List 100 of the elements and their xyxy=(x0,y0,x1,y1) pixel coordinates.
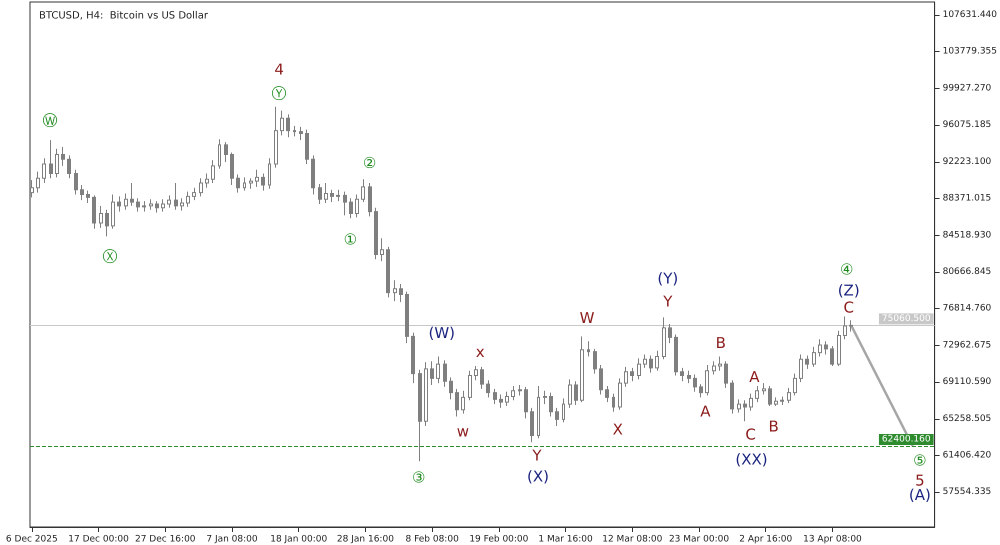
candlestick xyxy=(336,189,340,202)
candlestick xyxy=(130,182,134,206)
annotation: 4 xyxy=(274,60,284,79)
annotation: Ⓧ xyxy=(102,248,118,266)
candlestick xyxy=(349,198,353,219)
annotation: A xyxy=(700,402,712,421)
candlestick xyxy=(105,209,109,237)
candlestick xyxy=(787,387,791,404)
candlestick xyxy=(186,191,190,208)
candlestick xyxy=(699,384,703,398)
candlestick xyxy=(436,356,440,384)
candlestick xyxy=(155,200,159,214)
annotation: C xyxy=(843,298,854,316)
candlestick xyxy=(774,396,778,406)
candlestick xyxy=(174,182,178,210)
candlestick xyxy=(318,183,322,204)
candlestick xyxy=(343,191,347,216)
candlestick xyxy=(149,198,153,210)
candlestick xyxy=(67,154,71,179)
candlestick xyxy=(124,193,128,210)
annotation: (X) xyxy=(526,467,549,486)
candlestick xyxy=(830,345,834,366)
candlestick xyxy=(49,140,53,179)
x-tick-label: 19 Feb 00:00 xyxy=(469,534,529,544)
candlestick xyxy=(824,340,828,356)
candlestick xyxy=(499,394,503,408)
candlestick xyxy=(637,358,641,380)
candlestick xyxy=(324,182,328,204)
candlestick xyxy=(99,205,103,228)
x-tick-label: 17 Dec 00:00 xyxy=(68,534,130,544)
candlestick xyxy=(468,370,472,401)
candlestick xyxy=(687,370,691,384)
x-tick-label: 8 Feb 08:00 xyxy=(405,534,460,544)
candlestick xyxy=(793,373,797,396)
y-tick-label: 57554.335 xyxy=(942,487,992,498)
y-tick-label: 61406.420 xyxy=(942,450,992,460)
candlestick xyxy=(599,364,603,396)
candlestick xyxy=(530,407,534,443)
y-tick-label: 103779.355 xyxy=(942,46,998,57)
x-tick-label: 28 Jan 16:00 xyxy=(336,534,394,544)
candlestick xyxy=(555,407,559,426)
annotation: B xyxy=(716,334,726,352)
candlestick xyxy=(411,332,415,384)
y-tick-label: 88371.015 xyxy=(942,194,992,204)
candlestick xyxy=(612,393,615,412)
candlestick xyxy=(712,360,716,376)
candlestick xyxy=(524,386,528,419)
candlestick xyxy=(730,380,734,414)
candlestick xyxy=(643,354,647,368)
candlestick xyxy=(655,350,659,372)
x-tick-label: 1 Mar 16:00 xyxy=(538,534,594,544)
candlestick xyxy=(374,207,378,260)
y-tick-label: 80666.845 xyxy=(942,266,992,277)
candlestick xyxy=(749,393,753,412)
annotation: B xyxy=(768,418,779,436)
candlestick xyxy=(768,385,772,406)
x-tick-label: 27 Dec 16:00 xyxy=(134,534,196,544)
candlestick xyxy=(493,388,497,405)
y-tick-label: 84518.930 xyxy=(942,230,992,240)
candlestick xyxy=(480,366,484,390)
y-tick-label: 107631.440 xyxy=(942,10,998,20)
candlestick xyxy=(724,360,728,388)
candlestick xyxy=(737,398,741,414)
candlestick xyxy=(837,330,841,366)
candlestick xyxy=(574,380,578,406)
candlestick xyxy=(474,365,478,381)
candlestick xyxy=(630,367,634,382)
x-tick-label: 6 Dec 2025 xyxy=(6,534,58,544)
annotation: w xyxy=(456,422,470,441)
candlestick xyxy=(211,160,215,184)
annotation: ③ xyxy=(412,468,426,486)
annotation: W xyxy=(580,309,595,328)
candlestick xyxy=(443,360,447,388)
candlestick xyxy=(593,348,597,374)
candlestick xyxy=(393,280,397,302)
candlestick xyxy=(755,385,759,403)
candlestick xyxy=(449,376,453,400)
candlestick xyxy=(705,364,709,396)
candlestick xyxy=(361,178,365,203)
annotation: (Y) xyxy=(657,269,678,288)
candlestick xyxy=(805,354,809,370)
y-tick-label: 72962.675 xyxy=(942,340,992,350)
annotation: A xyxy=(749,368,760,386)
candlestick xyxy=(605,385,609,403)
candlestick xyxy=(587,340,590,357)
y-tick-label: 99927.270 xyxy=(942,83,992,94)
candlestick xyxy=(549,392,553,417)
candlestick xyxy=(580,336,584,403)
text: BTCUSD, H4: Bitcoin vs US Dollar xyxy=(39,10,209,22)
candlestick xyxy=(205,173,209,188)
candlestick xyxy=(30,180,34,198)
annotation: ② xyxy=(362,154,376,172)
candlestick xyxy=(293,125,296,137)
candlestick xyxy=(505,391,509,406)
candlestick xyxy=(199,178,203,197)
candlestick xyxy=(662,316,666,360)
candlestick xyxy=(799,354,803,383)
annotation: X xyxy=(612,420,623,439)
candlestick xyxy=(299,126,303,141)
candlestick xyxy=(568,378,572,408)
